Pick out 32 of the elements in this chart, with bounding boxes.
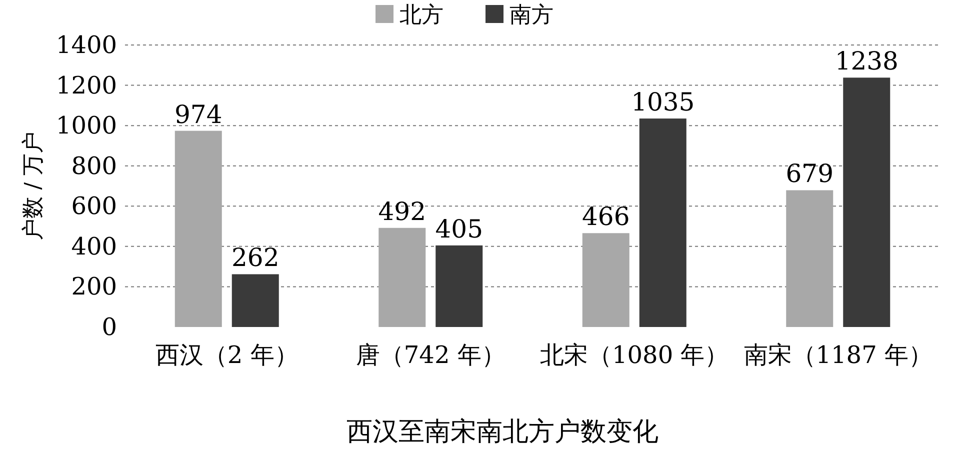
bar	[232, 274, 279, 327]
text: 西汉至南宋南北方户数变化	[346, 417, 658, 447]
x-tick-label: 北宋（1080 年）	[540, 341, 729, 369]
data-label: 492	[378, 196, 426, 226]
bar	[843, 78, 890, 327]
x-tick-label: 唐（742 年）	[356, 341, 506, 369]
data-label: 1035	[631, 88, 695, 117]
bar	[378, 228, 426, 327]
y-tick-label: 600	[71, 192, 117, 220]
bar	[174, 130, 222, 327]
bar	[582, 233, 630, 327]
x-tick-label: 南宋（1187 年）	[744, 341, 932, 369]
y-tick-label: 1200	[56, 71, 117, 100]
x-tick-label: 西汉（2 年）	[155, 341, 298, 369]
legend-label: 南方	[510, 3, 554, 28]
data-label: 679	[786, 159, 834, 188]
y-tick-label: 0	[102, 313, 117, 341]
y-axis-title: 户数 / 万户	[21, 131, 46, 241]
data-label: 466	[582, 202, 630, 232]
y-tick-label: 200	[71, 272, 117, 301]
bar	[786, 190, 834, 327]
y-tick-label: 1400	[56, 31, 117, 59]
bar	[639, 118, 686, 327]
data-label: 405	[435, 214, 483, 244]
y-tick-label: 800	[71, 152, 117, 180]
legend-label: 北方	[400, 3, 444, 28]
y-tick-label: 400	[71, 232, 117, 260]
data-label: 1238	[834, 46, 898, 76]
data-label: 974	[174, 100, 222, 129]
data-label: 262	[232, 243, 280, 272]
y-tick-label: 1000	[56, 112, 117, 140]
bar	[436, 245, 483, 327]
